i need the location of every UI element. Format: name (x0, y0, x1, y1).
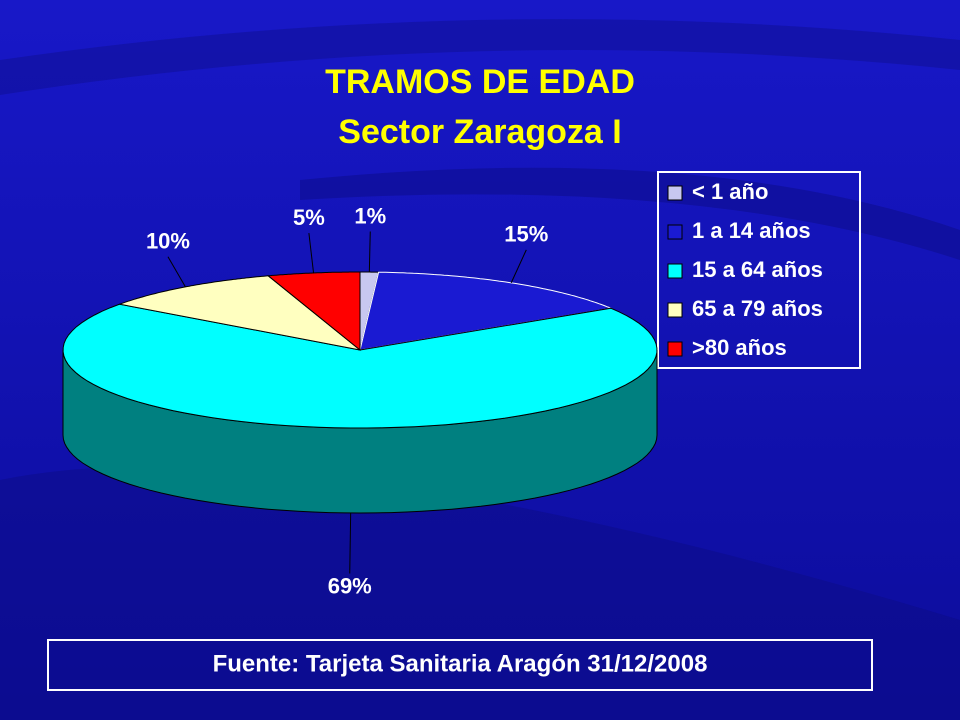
swoosh (0, 466, 960, 720)
legend-label: 15 a 64 años (692, 257, 823, 282)
data-label: 69% (328, 573, 372, 598)
data-label: 10% (146, 229, 190, 254)
legend-label: 1 a 14 años (692, 218, 811, 243)
swoosh (0, 19, 960, 95)
slice (62, 303, 658, 429)
legend-label: >80 años (692, 335, 787, 360)
chart-subtitle: Sector Zaragoza I (338, 113, 621, 151)
leader-line (308, 232, 315, 274)
slice (266, 271, 361, 352)
pie (62, 231, 658, 574)
source-box (47, 639, 873, 691)
legend-swatch (667, 341, 683, 357)
legend-swatch (667, 224, 683, 240)
leader-line (368, 231, 371, 273)
legend-box (657, 171, 861, 369)
data-label: 15% (504, 222, 548, 247)
legend-swatch (667, 263, 683, 279)
data-label: 1% (354, 203, 386, 228)
slice (359, 271, 613, 351)
leader-line (167, 256, 186, 288)
legend-label: < 1 año (692, 179, 768, 204)
data-label: 5% (293, 205, 325, 230)
leader-line (349, 512, 352, 574)
leader-line (510, 249, 527, 284)
swoosh (300, 167, 960, 260)
chart-title: TRAMOS DE EDAD (325, 63, 635, 101)
legend-swatch (667, 185, 683, 201)
source: Fuente: Tarjeta Sanitaria Aragón 31/12/2… (213, 650, 708, 677)
legend-label: 65 a 79 años (692, 296, 823, 321)
legend-swatch (667, 302, 683, 318)
